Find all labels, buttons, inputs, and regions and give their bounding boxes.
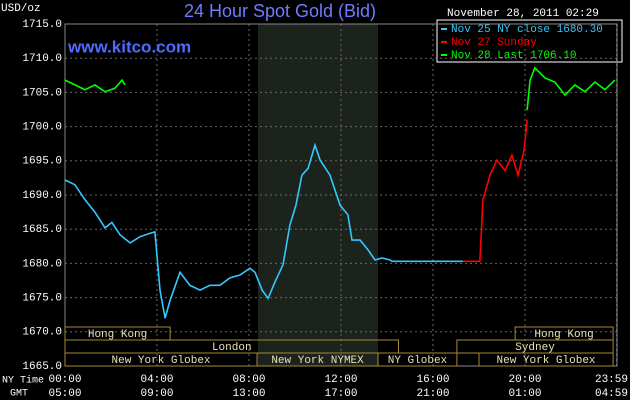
x-tick-label: 04:00 bbox=[140, 374, 173, 386]
x-axis-label: NY Time bbox=[2, 375, 44, 387]
session-label: Sydney bbox=[515, 342, 555, 354]
session-label: NY Globex bbox=[388, 355, 448, 367]
watermark: www.kitco.com bbox=[67, 37, 191, 56]
series-line bbox=[64, 66, 616, 111]
x-tick-label: 20:00 bbox=[508, 374, 541, 386]
y-tick-label: 1690.0 bbox=[22, 190, 62, 202]
x-tick-label: 08:00 bbox=[232, 374, 265, 386]
session-label: Hong Kong bbox=[88, 329, 147, 341]
legend-item: Nov 27 Sunday bbox=[451, 37, 537, 49]
y-tick-label: 1670.0 bbox=[22, 327, 62, 339]
session-label: New York NYMEX bbox=[271, 355, 364, 367]
y-tick-label: 1700.0 bbox=[22, 122, 62, 134]
legend-item: Nov 25 NY close 1680.30 bbox=[451, 24, 603, 36]
x2-tick-label: 13:00 bbox=[232, 388, 265, 400]
legend-box bbox=[436, 19, 623, 63]
y-tick-label: 1675.0 bbox=[22, 293, 62, 305]
y-tick-label: 1665.0 bbox=[22, 361, 62, 373]
x2-tick-label: 21:00 bbox=[416, 388, 449, 400]
timestamp: November 28, 2011 02:29 bbox=[447, 8, 599, 20]
y-tick-label: 1710.0 bbox=[22, 53, 62, 65]
y-tick-label: 1715.0 bbox=[22, 19, 62, 31]
series-line bbox=[462, 119, 528, 263]
y-tick-label: 1685.0 bbox=[22, 224, 62, 236]
x-tick-label: 00:00 bbox=[48, 374, 81, 386]
x2-tick-label: 01:00 bbox=[508, 388, 541, 400]
session-bar bbox=[478, 352, 614, 367]
y-axis-label: USD/oz bbox=[1, 3, 41, 15]
x-tick-label: 12:00 bbox=[324, 374, 357, 386]
x2-tick-label: 04:59 bbox=[595, 388, 628, 400]
x2-tick-label: 17:00 bbox=[324, 388, 357, 400]
x-tick-label: 23:59 bbox=[595, 374, 628, 386]
session-bar bbox=[377, 352, 458, 367]
session-label: Hong Kong bbox=[534, 329, 593, 341]
x-tick-label: 16:00 bbox=[416, 374, 449, 386]
x2-tick-label: 09:00 bbox=[140, 388, 173, 400]
y-tick-label: 1695.0 bbox=[22, 156, 62, 168]
session-label: New York Globex bbox=[112, 355, 211, 367]
x2-axis-label: GMT bbox=[10, 389, 28, 400]
nymex-shade bbox=[258, 24, 378, 366]
x2-tick-label: 05:00 bbox=[48, 388, 81, 400]
series-line bbox=[64, 142, 463, 319]
session-label: New York Globex bbox=[497, 355, 596, 367]
y-tick-label: 1705.0 bbox=[22, 87, 62, 99]
legend-item: Nov 28 Last 1706.10 bbox=[451, 50, 576, 62]
chart-title: 24 Hour Spot Gold (Bid) bbox=[184, 1, 376, 21]
y-tick-label: 1680.0 bbox=[22, 258, 62, 270]
session-label: London bbox=[212, 342, 252, 354]
